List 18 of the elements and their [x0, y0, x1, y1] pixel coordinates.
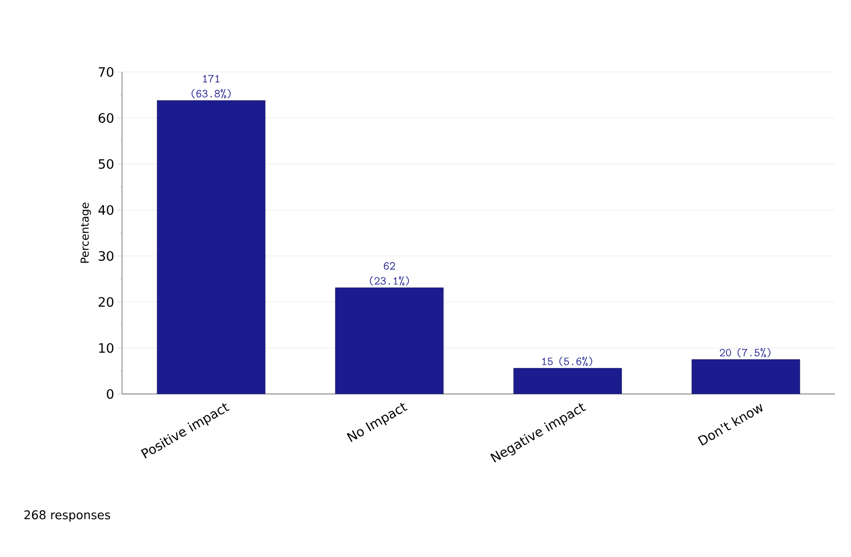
y-tick-label: 30	[98, 251, 114, 261]
data-label: 62 (23.1%)	[370, 262, 409, 286]
bar	[335, 288, 444, 394]
y-axis-title: Percentage	[80, 202, 91, 263]
y-tick-label: 60	[98, 113, 114, 123]
y-tick-label: 50	[98, 159, 114, 169]
y-tick-label: 0	[106, 389, 114, 399]
data-label: 171 (63.8%)	[192, 74, 231, 98]
y-tick-label: 70	[98, 67, 114, 77]
y-tick-label: 10	[99, 343, 114, 353]
data-label: 15 (5.6%)	[542, 356, 592, 366]
y-tick-label: 20	[98, 297, 114, 307]
y-tick-label: 40	[98, 205, 114, 215]
bar	[692, 359, 800, 394]
bar	[513, 368, 622, 394]
text: 268 responses	[24, 510, 110, 522]
bar	[156, 100, 266, 394]
data-label: 20 (7.5%)	[720, 348, 770, 358]
